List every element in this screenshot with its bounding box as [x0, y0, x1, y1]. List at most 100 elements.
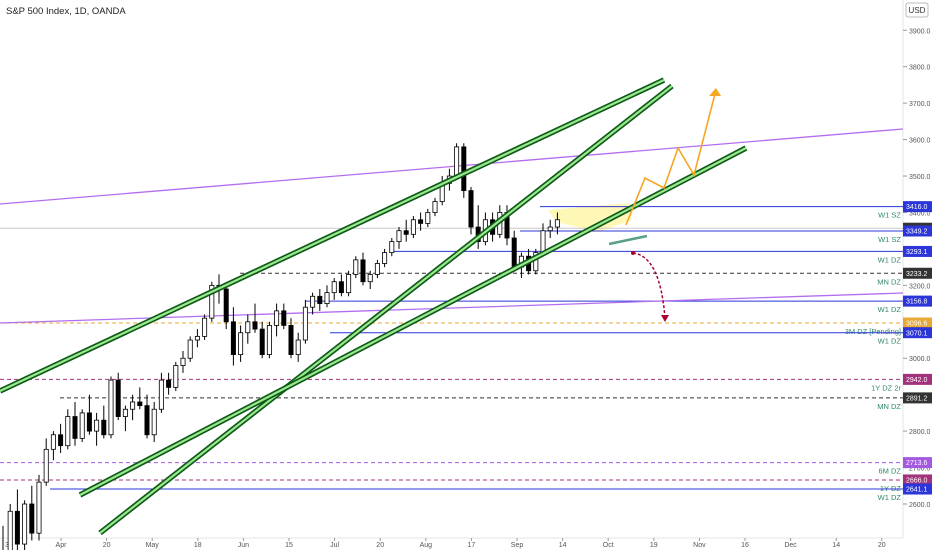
candle-up: [79, 412, 85, 439]
candle-down: [144, 405, 150, 436]
candle-up: [209, 284, 215, 319]
zone-label: 1Y DZ 2r: [871, 383, 901, 392]
candle-up: [36, 481, 42, 534]
candle-up: [396, 230, 402, 243]
y-tick-label: 3600.0: [909, 138, 931, 145]
price-badge: [903, 474, 932, 486]
price-badge: [903, 317, 932, 329]
candle-down: [29, 503, 35, 534]
x-tick-label: Aug: [420, 542, 433, 549]
candle-up: [65, 416, 71, 447]
candle-down: [259, 328, 265, 355]
price-badge-text: 3156.8: [906, 299, 928, 306]
candle-down: [461, 146, 467, 192]
x-tick-label: 20: [103, 542, 111, 549]
candle-up: [194, 335, 200, 341]
x-tick-label: Sep: [511, 542, 524, 549]
purple-trendline-upper: [0, 128, 904, 205]
candle-up: [108, 379, 114, 436]
candle-up: [310, 295, 316, 308]
candle-up: [274, 310, 280, 326]
candle-up: [202, 317, 208, 337]
teal-neckline: [608, 234, 648, 246]
price-badge-text: 3349.2: [906, 229, 928, 236]
x-tick-label: Dec: [784, 542, 797, 549]
candle-up: [367, 274, 373, 283]
y-tick-label: 3000.0: [909, 356, 931, 363]
price-badge: [903, 392, 932, 404]
candle-down: [137, 401, 143, 407]
zone-label: MN DZ: [877, 277, 901, 286]
price-badge: [903, 457, 932, 469]
x-tick-label: Jun: [238, 542, 249, 549]
candle-down: [101, 419, 107, 436]
y-tick-label: 2800.0: [909, 429, 931, 436]
candle-up: [245, 321, 251, 334]
candle-down: [223, 288, 229, 323]
candle-down: [72, 416, 78, 439]
x-tick-label: May: [146, 542, 160, 549]
wedge-line-bottom: [78, 145, 748, 498]
y-tick-label: 3400.0: [909, 210, 931, 217]
zone-label: W1 DZ: [878, 305, 902, 314]
zone-label: 3M DZ [Pending]: [845, 327, 901, 336]
price-badge: [903, 201, 932, 213]
price-badge-text: 3416.0: [906, 204, 928, 211]
projection-arrowhead: [709, 88, 721, 96]
red-arrow: [632, 252, 666, 319]
zone-label: MN DZ: [877, 402, 901, 411]
time-axis[interactable]: Apr 20 May 18 Jun 15 Jul 20 Aug 17 Sep 14 Oct 19 Nov 16…: [5, 538, 886, 549]
zone-label: 6M DZ: [879, 467, 902, 476]
x-tick-label: 17: [468, 542, 476, 549]
currency-badge[interactable]: [905, 2, 929, 18]
y-tick-label: 3800.0: [909, 65, 931, 72]
zone-label: W1 DZ: [878, 493, 902, 502]
candle-up: [547, 226, 553, 232]
price-badge-text: 3096.6: [906, 321, 928, 328]
green-wedge-lines: [0, 77, 748, 536]
y-tick-label: 3500.0: [909, 174, 931, 181]
candle-down: [166, 379, 172, 388]
x-tick-label: 19: [650, 542, 658, 549]
highlight-zone: [548, 203, 632, 232]
candle-up: [130, 401, 136, 410]
x-tick-label: 20: [878, 542, 886, 549]
candle-down: [511, 237, 517, 268]
candle-up: [410, 219, 416, 235]
candle-up: [324, 292, 330, 304]
candle-up: [238, 332, 244, 355]
candle-down: [360, 259, 366, 283]
x-tick-label: Jul: [330, 542, 339, 549]
chart-title: S&P 500 Index, 1D, OANDA: [6, 6, 126, 17]
zone-label: W1 DZ: [878, 255, 902, 264]
candle-up: [389, 241, 395, 253]
candle-up: [353, 259, 359, 275]
price-badge-text: 3293.1: [906, 249, 928, 256]
candle-down: [230, 321, 236, 355]
x-tick-label: Oct: [603, 542, 614, 549]
candle-down: [418, 219, 424, 224]
candle-up: [331, 281, 337, 294]
candle-up: [173, 365, 179, 388]
candle-down: [14, 510, 20, 545]
wedge-line-top: [0, 77, 666, 394]
x-tick-label: 20: [376, 542, 384, 549]
candle-up: [122, 408, 128, 417]
candle-down: [86, 412, 92, 432]
price-badge: [903, 267, 932, 279]
candle-up: [158, 379, 164, 410]
x-tick-label: 15: [285, 542, 293, 549]
x-tick-label: 14: [559, 542, 567, 549]
candle-down: [403, 230, 409, 235]
red-arrow-start: [631, 251, 635, 255]
price-badges: 3416.03356.83349.23293.13233.23156.83096…: [903, 201, 932, 495]
candle-up: [151, 408, 157, 436]
price-badge: [903, 245, 932, 257]
price-badge-text: 2942.0: [906, 377, 928, 384]
x-tick-label: 18: [194, 542, 202, 549]
candle-up: [454, 146, 460, 177]
candle-up: [94, 419, 100, 432]
